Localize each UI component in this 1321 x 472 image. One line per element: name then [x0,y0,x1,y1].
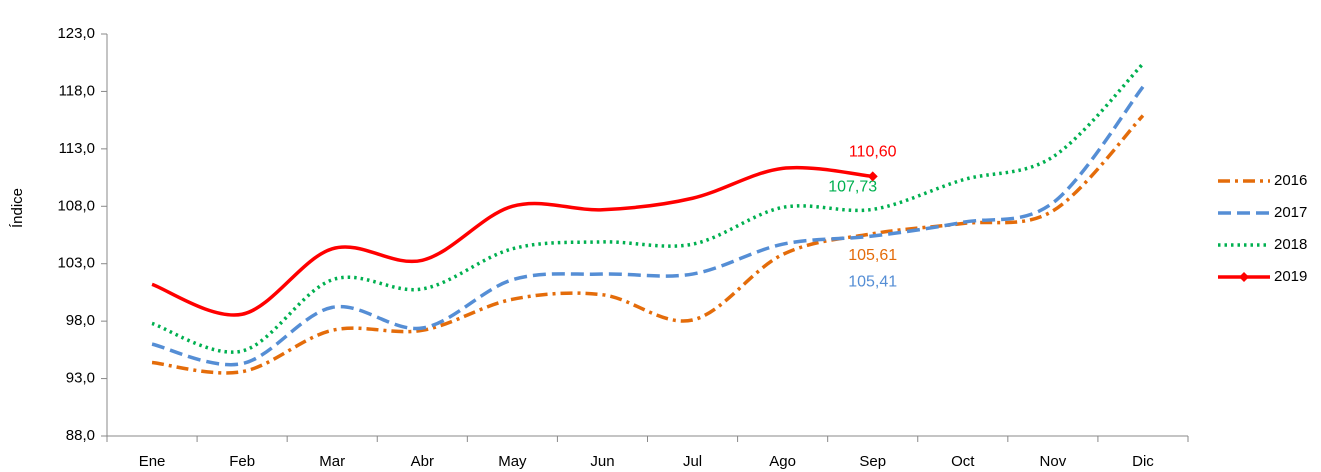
y-tick-label: 118,0 [59,82,95,99]
legend-label: 2018 [1274,236,1307,253]
x-tick-label: Jun [590,453,614,470]
x-tick-label: Abr [411,453,434,470]
x-tick-label: Jul [683,453,702,470]
y-tick-label: 93,0 [66,370,95,387]
series-line [151,85,1145,367]
y-tick-label: 113,0 [59,140,95,157]
y-axis-title: Índice [9,188,26,228]
x-tick-label: Oct [951,453,975,470]
legend-label: 2016 [1274,172,1307,189]
x-tick-label: Dic [1132,453,1154,470]
y-tick-label: 108,0 [57,197,95,214]
series-line [151,62,1145,354]
y-tick-label: 123,0 [57,25,95,42]
x-tick-label: Mar [319,453,345,470]
legend-label: 2017 [1274,204,1307,221]
legend-label: 2019 [1274,268,1307,285]
legend-marker [1239,272,1249,282]
data-label: 107,73 [828,179,877,196]
data-label: 110,60 [849,144,897,161]
y-tick-label: 98,0 [66,312,95,329]
series-line [151,165,873,317]
x-tick-label: Feb [229,453,255,470]
x-tick-label: Ene [139,453,166,470]
x-tick-label: Nov [1040,453,1067,470]
marker [867,171,878,182]
y-tick-label: 103,0 [57,255,95,272]
series-line [151,114,1145,375]
x-tick-label: Ago [769,453,796,470]
y-tick-label: 88,0 [66,427,95,444]
x-tick-label: May [498,453,527,470]
x-tick-label: Sep [859,453,886,470]
data-label: 105,61 [848,247,897,264]
data-label: 105,41 [848,273,897,290]
